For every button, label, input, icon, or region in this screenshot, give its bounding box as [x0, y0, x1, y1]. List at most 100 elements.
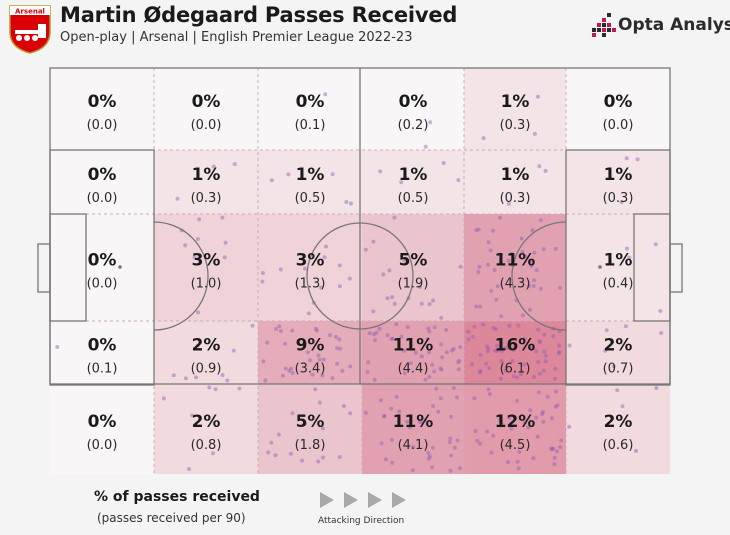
pass-dot	[519, 236, 524, 241]
pass-dot	[348, 364, 353, 369]
pass-dot	[423, 418, 428, 422]
pass-dot	[413, 350, 418, 355]
pass-dot	[534, 268, 539, 273]
pass-dot	[338, 346, 343, 351]
pass-dot	[499, 420, 504, 425]
pass-dot	[303, 266, 307, 271]
pass-dot	[290, 411, 295, 416]
pass-dot	[484, 344, 489, 349]
pass-dot	[337, 284, 342, 289]
zone-percentage: 0%	[192, 92, 221, 112]
pass-dot	[538, 286, 543, 291]
pass-dot	[427, 374, 432, 379]
pass-dot	[604, 328, 609, 333]
pass-dot	[436, 409, 441, 414]
page-subtitle: Open-play | Arsenal | English Premier Le…	[60, 30, 413, 45]
pass-dot	[506, 201, 511, 206]
pass-dot	[542, 349, 547, 354]
zone-per90: (0.0)	[87, 191, 118, 206]
heat-zone	[258, 68, 362, 150]
pass-dot	[335, 361, 339, 366]
heat-zone	[464, 321, 566, 384]
pass-dot	[449, 453, 453, 458]
pass-dot	[434, 386, 439, 391]
pass-dot	[265, 340, 270, 345]
zone-per90: (0.2)	[398, 118, 429, 133]
pass-dot	[558, 285, 563, 290]
pass-dot	[428, 120, 433, 125]
pass-dot	[439, 342, 444, 347]
pass-dot	[448, 468, 453, 473]
zone-percentage: 1%	[604, 251, 633, 271]
zone-per90: (1.9)	[398, 277, 429, 292]
pass-dot	[532, 131, 537, 136]
pass-dot	[541, 419, 546, 424]
pass-dot	[399, 334, 404, 339]
pass-dot	[371, 309, 376, 314]
pass-dot	[410, 468, 415, 473]
pass-dot	[474, 228, 479, 233]
pass-dot	[197, 217, 202, 222]
pass-dot	[278, 267, 283, 272]
pass-dot	[379, 441, 384, 446]
pass-dot	[624, 156, 629, 161]
pass-dot	[305, 350, 310, 355]
zone-percentage: 11%	[393, 412, 434, 432]
pass-dot	[306, 311, 311, 316]
pass-dot	[397, 409, 402, 414]
pass-dot	[499, 358, 504, 363]
pass-dot	[426, 326, 431, 331]
pass-dot	[377, 326, 382, 331]
pass-dot	[543, 168, 548, 173]
pass-dot	[498, 215, 503, 220]
pass-dot	[481, 136, 486, 141]
pass-dot	[195, 237, 200, 241]
pass-dot	[457, 358, 462, 363]
zone-per90: (0.5)	[398, 191, 429, 206]
pass-dot	[603, 348, 608, 353]
pass-dot	[423, 377, 428, 382]
zone-percentage: 16%	[495, 336, 536, 356]
zone-percentage: 0%	[399, 92, 428, 112]
pass-dot	[506, 460, 511, 465]
left-goal	[37, 243, 51, 293]
page-title: Martin Ødegaard Passes Received	[60, 3, 458, 27]
header: Arsenal Martin Ødegaard Passes Received …	[0, 0, 730, 60]
pass-dot	[261, 359, 266, 364]
pass-dot	[324, 244, 328, 249]
pass-dot	[497, 417, 502, 422]
left-penalty-spot	[118, 265, 122, 269]
pass-dot	[557, 343, 562, 348]
pass-dot	[519, 372, 523, 377]
pass-dot	[428, 454, 432, 459]
pass-dot	[486, 262, 490, 267]
pass-dot	[347, 276, 352, 281]
pass-dot	[528, 408, 533, 413]
pass-dot	[536, 94, 540, 99]
pass-dot	[550, 447, 555, 452]
pass-dot	[541, 409, 545, 414]
pass-dot	[502, 346, 507, 351]
pass-dot	[499, 349, 504, 354]
heat-zone	[258, 214, 362, 321]
pass-dot	[402, 348, 406, 353]
pass-dot	[653, 242, 658, 247]
pass-dot	[495, 348, 500, 353]
pass-dot	[555, 403, 560, 408]
pass-dot	[503, 368, 508, 373]
pass-dot	[310, 372, 315, 377]
zone-per90: (0.0)	[87, 277, 118, 292]
pass-dot	[399, 180, 404, 185]
heat-zone	[362, 321, 464, 384]
pass-dot	[554, 449, 559, 454]
pass-dot	[283, 341, 287, 346]
zone-percentage: 1%	[604, 165, 633, 185]
heat-zone	[50, 150, 154, 214]
pass-dot	[373, 338, 378, 343]
zone-per90: (1.3)	[295, 277, 326, 292]
heat-zone	[464, 384, 566, 474]
pass-dot	[489, 450, 494, 455]
pass-dot	[549, 416, 554, 421]
pass-dot	[419, 354, 424, 359]
pass-dot	[540, 412, 544, 416]
